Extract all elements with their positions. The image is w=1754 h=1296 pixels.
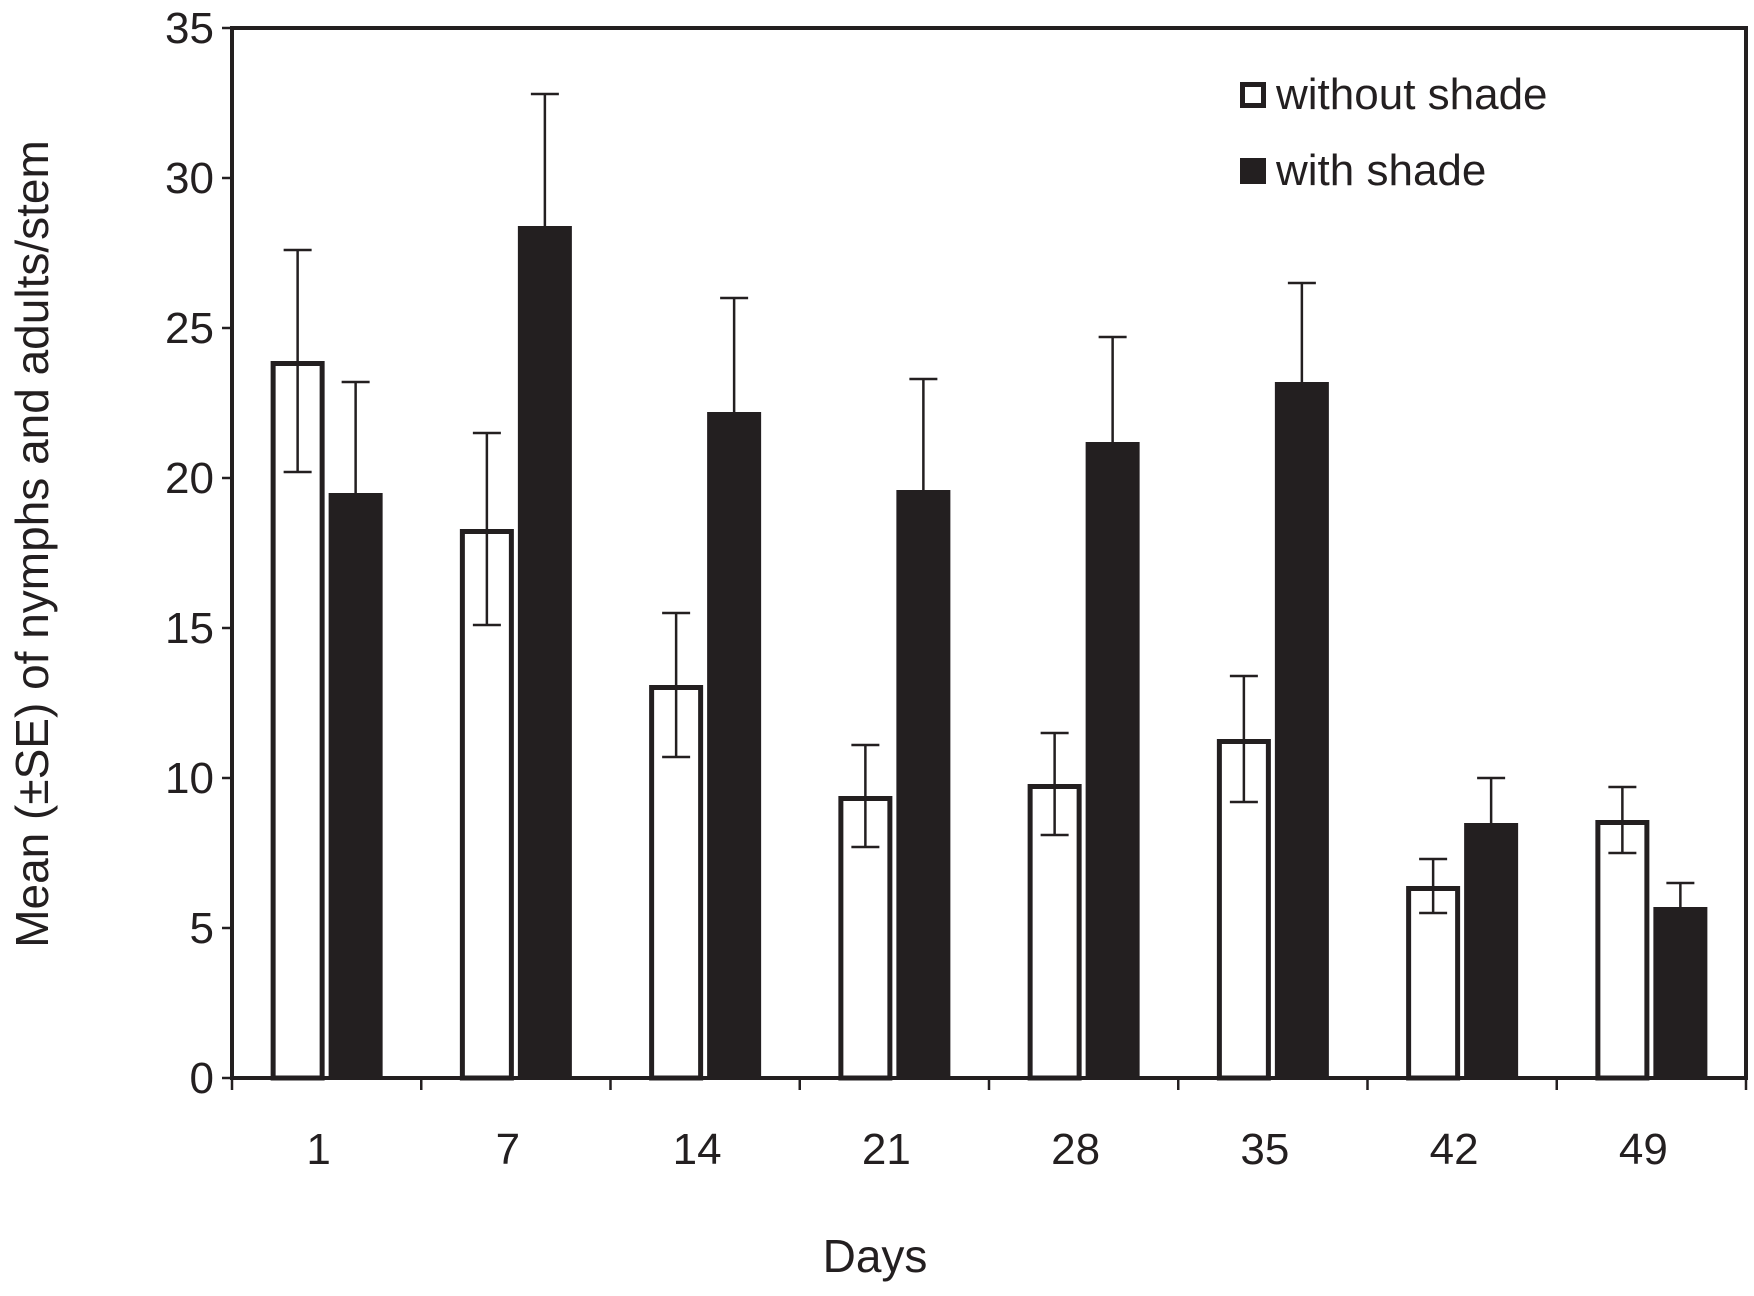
bar-with-shade-35 (1274, 382, 1329, 1078)
error-bar-without-shade-14 (662, 611, 691, 759)
error-bar-with-shade-21 (909, 377, 938, 490)
y-tick-label: 20 (165, 454, 214, 503)
x-tick-label: 42 (1430, 1125, 1479, 1174)
error-bar-without-shade-42 (1419, 857, 1448, 915)
bar-with-shade-49 (1653, 907, 1708, 1078)
bar-without-shade-42 (1406, 886, 1461, 1081)
error-bar-with-shade-35 (1287, 281, 1316, 382)
bar-with-shade-42 (1464, 823, 1519, 1078)
y-tick-label: 10 (165, 754, 214, 803)
bar-with-shade-7 (517, 226, 572, 1078)
error-bar-with-shade-7 (530, 92, 559, 226)
error-bar-without-shade-21 (851, 743, 880, 849)
y-tick-label: 0 (190, 1054, 214, 1103)
error-bar-without-shade-28 (1040, 731, 1069, 837)
x-tick-label: 1 (306, 1125, 330, 1174)
x-tick-label: 14 (673, 1125, 722, 1174)
x-tick-label: 7 (496, 1125, 520, 1174)
y-tick-label: 25 (165, 304, 214, 353)
legend-swatch-without-shade (1240, 82, 1266, 108)
error-bar-with-shade-28 (1098, 335, 1127, 442)
legend-label-with-shade: with shade (1275, 146, 1486, 195)
y-axis-title: Mean (±SE) of nymphs and adults/stem (6, 140, 58, 948)
axes: 0 5 10 15 20 25 30 35 1 7 14 21 28 35 42 49 (165, 4, 1748, 1174)
bar-with-shade-28 (1085, 442, 1140, 1078)
legend: without shade with shade (1240, 70, 1548, 195)
y-tick-label: 30 (165, 154, 214, 203)
y-tick-label: 35 (165, 4, 214, 53)
bar-without-shade-49 (1595, 820, 1650, 1081)
legend-swatch-with-shade (1240, 158, 1266, 184)
error-bar-with-shade-42 (1477, 776, 1506, 823)
x-tick-label: 28 (1051, 1125, 1100, 1174)
bar-with-shade-14 (707, 412, 762, 1078)
x-axis-title: Days (823, 1230, 928, 1282)
error-bar-without-shade-49 (1608, 785, 1637, 855)
x-tick-label: 35 (1240, 1125, 1289, 1174)
x-tick-label: 21 (862, 1125, 911, 1174)
y-tick-label: 15 (165, 604, 214, 653)
bar-with-shade-1 (328, 493, 383, 1078)
error-bar-with-shade-49 (1666, 881, 1695, 907)
plot-frame (230, 26, 1748, 1080)
plot-area (270, 92, 1708, 1081)
error-bar-without-shade-35 (1229, 674, 1258, 804)
x-tick-label: 49 (1619, 1125, 1668, 1174)
error-bar-with-shade-1 (341, 380, 370, 493)
y-tick-label: 5 (190, 904, 214, 953)
error-bar-with-shade-14 (720, 296, 749, 412)
bar-with-shade-21 (896, 490, 951, 1078)
error-bar-without-shade-1 (283, 248, 312, 474)
error-bar-without-shade-7 (472, 431, 501, 627)
legend-label-without-shade: without shade (1275, 70, 1548, 119)
